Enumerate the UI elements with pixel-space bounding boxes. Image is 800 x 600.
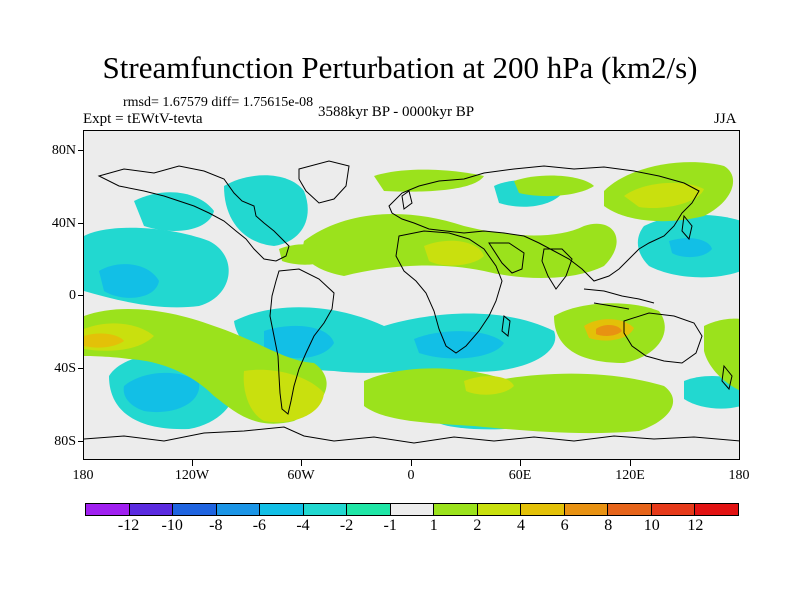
coastline-indonesia	[583, 288, 655, 310]
coastline-antarctica	[84, 426, 739, 444]
lat-label-40s: 40S	[54, 361, 76, 376]
lon-label-0: 0	[407, 468, 415, 483]
contour-pos-eurasia-core	[424, 240, 484, 266]
colorbar-label: 4	[517, 517, 525, 534]
colorbar-swatch	[129, 504, 174, 515]
lon-tick	[301, 460, 302, 466]
colorbar	[85, 503, 739, 516]
contour-pos-southern-core	[464, 376, 514, 395]
colorbar-label: 2	[473, 517, 482, 534]
colorbar-label: -6	[252, 517, 267, 534]
stats-line: rmsd= 1.67579 diff= 1.75615e-08	[123, 95, 314, 110]
colorbar-swatch	[390, 504, 435, 515]
lon-label-60w: 60W	[287, 468, 315, 483]
coastline-north-america	[97, 165, 290, 262]
coastline-new-zealand	[721, 364, 733, 391]
lon-tick	[192, 460, 193, 466]
colorbar-label: -10	[161, 517, 183, 534]
contour-neg-pacific-tropics	[134, 192, 214, 231]
lon-label-120e: 120E	[615, 468, 645, 483]
colorbar-swatch	[260, 504, 304, 515]
coastline-japan	[681, 214, 693, 241]
coastline-madagascar	[501, 315, 511, 337]
colorbar-swatch	[477, 504, 522, 515]
lon-tick	[630, 460, 631, 466]
contour-neg-north-america	[224, 175, 308, 246]
colorbar-label: -12	[117, 517, 140, 534]
coastline-greenland	[298, 160, 350, 204]
contour-pos-south-pacific-center	[84, 333, 124, 348]
season-label: JJA	[714, 111, 737, 127]
colorbar-label: 8	[604, 517, 613, 534]
lat-tick	[78, 223, 84, 224]
lon-label-180w: 180	[72, 468, 94, 483]
coastlines	[84, 160, 739, 444]
colorbar-label: 6	[560, 517, 569, 534]
contour-pos-north-atlantic	[374, 169, 484, 192]
colorbar-swatch	[564, 504, 609, 515]
colorbar-label: -1	[383, 517, 397, 534]
map-panel	[83, 130, 740, 460]
coastline-arabia	[488, 242, 525, 274]
lat-tick	[78, 150, 84, 151]
experiment-label: Expt = tEWtV-tevta	[83, 111, 203, 127]
period-label: 3588kyr BP - 0000kyr BP	[318, 104, 475, 120]
colorbar-swatch	[521, 504, 565, 515]
colorbar-swatch	[695, 504, 738, 515]
lon-label-60e: 60E	[508, 468, 532, 483]
contour-neg-indian-core	[414, 331, 504, 359]
contour-pos-south-america	[243, 369, 324, 423]
lat-label-80s: 80S	[54, 434, 76, 449]
contour-neg-south-atlantic-core	[264, 325, 334, 359]
contour-neg-east-pacific-core	[99, 264, 159, 298]
colorbar-swatch	[608, 504, 652, 515]
lon-label-180e: 180	[728, 468, 750, 483]
lat-label-80n: 80N	[51, 143, 76, 158]
colorbar-swatch	[86, 504, 130, 515]
contour-pos-arctic-asia-core	[624, 182, 704, 209]
coastline-australia	[623, 312, 703, 364]
colorbar-label: -4	[296, 517, 310, 534]
contour-pos-atlantic-strip	[279, 244, 334, 265]
colorbar-label: 10	[643, 517, 660, 534]
colorbar-label: -2	[339, 517, 354, 534]
colorbar-label: -8	[209, 517, 223, 534]
coastline-india	[541, 248, 573, 290]
lat-tick	[78, 368, 84, 369]
contour-neg-west-pacific-core	[669, 238, 712, 258]
plot-title: Streamfunction Perturbation at 200 hPa (…	[102, 50, 698, 85]
contour-pos-indian-ocean-center	[596, 325, 622, 336]
contour-neg-south-pacific-core	[123, 372, 200, 413]
lat-tick	[78, 295, 84, 296]
contour-fills	[84, 162, 739, 434]
contour-pos-east-pacific-edge	[704, 318, 739, 391]
lon-tick	[411, 460, 412, 466]
contour-pos-north-pacific	[514, 175, 594, 197]
colorbar-swatch	[347, 504, 391, 515]
colorbar-swatch	[216, 504, 261, 515]
colorbar-swatch	[303, 504, 348, 515]
coastline-uk	[401, 190, 413, 210]
colorbar-swatch	[651, 504, 696, 515]
lat-label-eq: 0	[69, 288, 76, 303]
lon-label-120w: 120W	[174, 468, 210, 483]
colorbar-swatch	[434, 504, 478, 515]
streamfunction-map	[84, 131, 739, 459]
colorbar-label: 12	[687, 517, 704, 534]
lat-tick	[78, 441, 84, 442]
coastline-eurasia	[388, 165, 700, 282]
coastline-africa	[395, 230, 503, 354]
colorbar-label: 1	[429, 517, 438, 534]
contour-pos-southern-ocean	[364, 368, 674, 434]
colorbar-swatch	[173, 504, 217, 515]
coastline-south-america	[269, 268, 335, 415]
lon-tick	[520, 460, 521, 466]
lat-label-40n: 40N	[51, 216, 76, 231]
